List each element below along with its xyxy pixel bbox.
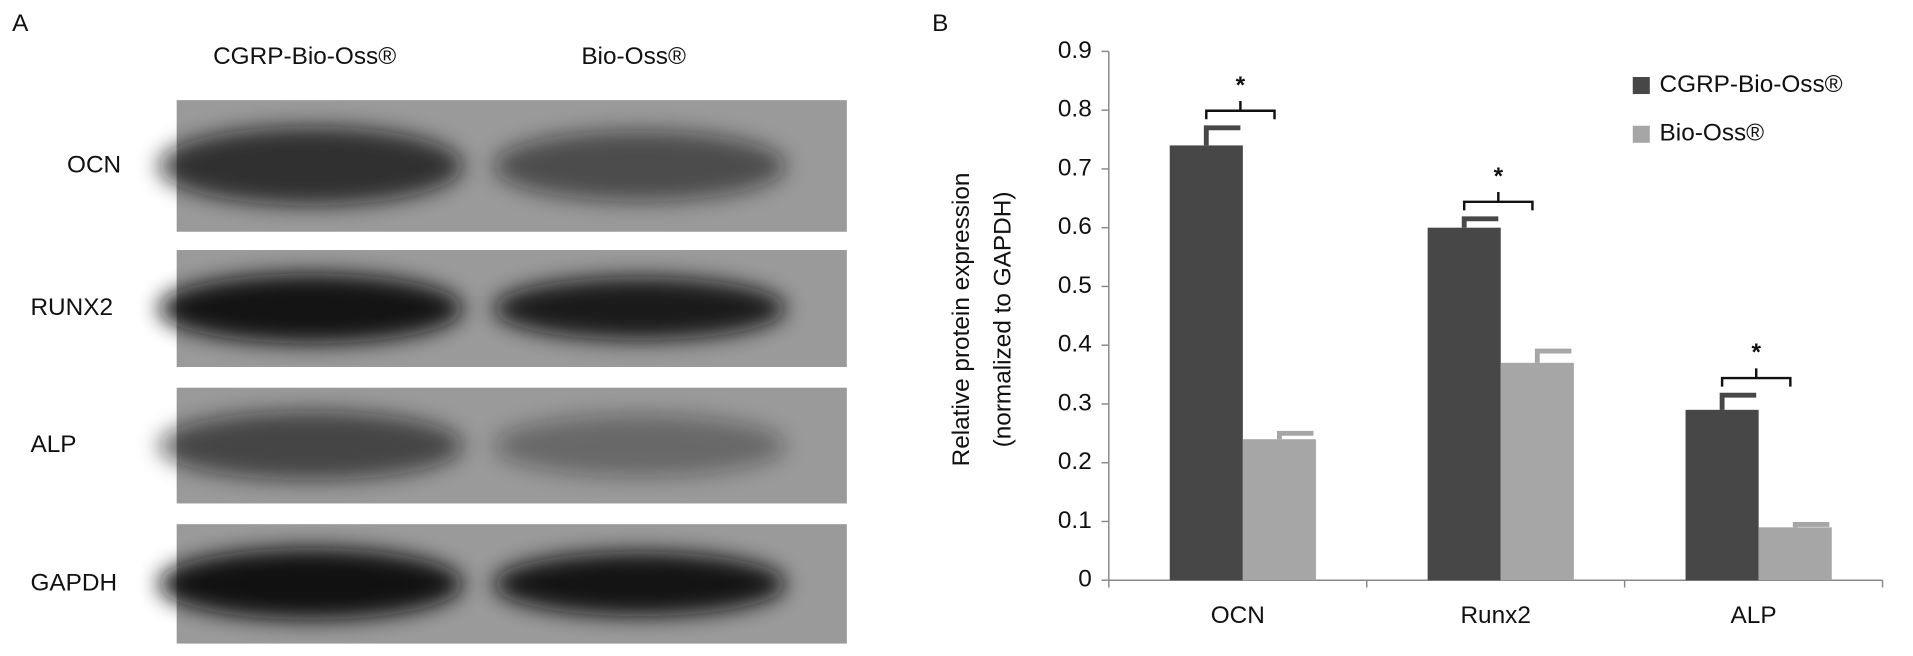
row-label: OCN [67, 151, 121, 178]
blot-band [493, 551, 786, 617]
legend-label: CGRP-Bio-Oss® [1660, 71, 1843, 98]
row-label: ALP [30, 431, 76, 458]
significance-label: * [1494, 163, 1504, 190]
blot-band [493, 414, 786, 477]
blot-band [493, 130, 786, 202]
panel-label: B [932, 10, 948, 37]
significance-label: * [1236, 72, 1246, 99]
blot-band [493, 276, 786, 341]
bar [1242, 439, 1316, 581]
significance-bracket [1462, 192, 1534, 211]
blot-band [158, 548, 464, 620]
y-tick-label: 0.3 [1058, 389, 1092, 416]
bar [1500, 362, 1574, 581]
y-tick-label: 0 [1078, 566, 1092, 593]
panel-label: A [12, 10, 29, 37]
significance-bracket [1205, 100, 1276, 120]
y-tick-label: 0.8 [1058, 96, 1092, 123]
bar [1685, 409, 1759, 581]
blot-band [158, 410, 464, 481]
error-bar [1534, 348, 1572, 363]
x-tick-label: ALP [1731, 602, 1777, 629]
y-tick-label: 0.2 [1058, 448, 1092, 475]
y-axis-label: (normalized to GAPDH) [989, 192, 1016, 448]
row-label: RUNX2 [30, 294, 113, 321]
y-axis-label: Relative protein expression [948, 173, 975, 467]
y-tick-label: 0.1 [1058, 507, 1092, 534]
legend-swatch [1632, 76, 1650, 95]
bar [1758, 527, 1832, 581]
blot-band [158, 273, 464, 344]
error-bar [1719, 392, 1757, 410]
bar [1427, 227, 1501, 581]
blot-band [158, 126, 464, 206]
error-bar [1203, 125, 1241, 146]
y-tick-label: 0.5 [1058, 272, 1092, 299]
legend-swatch [1632, 125, 1650, 143]
bar [1169, 145, 1243, 581]
error-bar [1276, 430, 1314, 440]
x-tick-label: OCN [1211, 602, 1265, 629]
error-bar [1461, 216, 1499, 228]
error-bar [1792, 521, 1830, 528]
row-label: GAPDH [30, 569, 117, 596]
legend-label: Bio-Oss® [1660, 120, 1765, 147]
lane-label: CGRP-Bio-Oss® [213, 43, 396, 70]
x-tick-label: Runx2 [1460, 602, 1530, 629]
y-tick-label: 0.7 [1058, 154, 1092, 181]
significance-bracket [1720, 368, 1792, 387]
y-tick-label: 0.9 [1058, 37, 1092, 64]
y-tick-label: 0.6 [1058, 213, 1092, 240]
lane-label: Bio-Oss® [581, 43, 686, 70]
significance-label: * [1751, 339, 1761, 366]
y-tick-label: 0.4 [1058, 331, 1092, 358]
